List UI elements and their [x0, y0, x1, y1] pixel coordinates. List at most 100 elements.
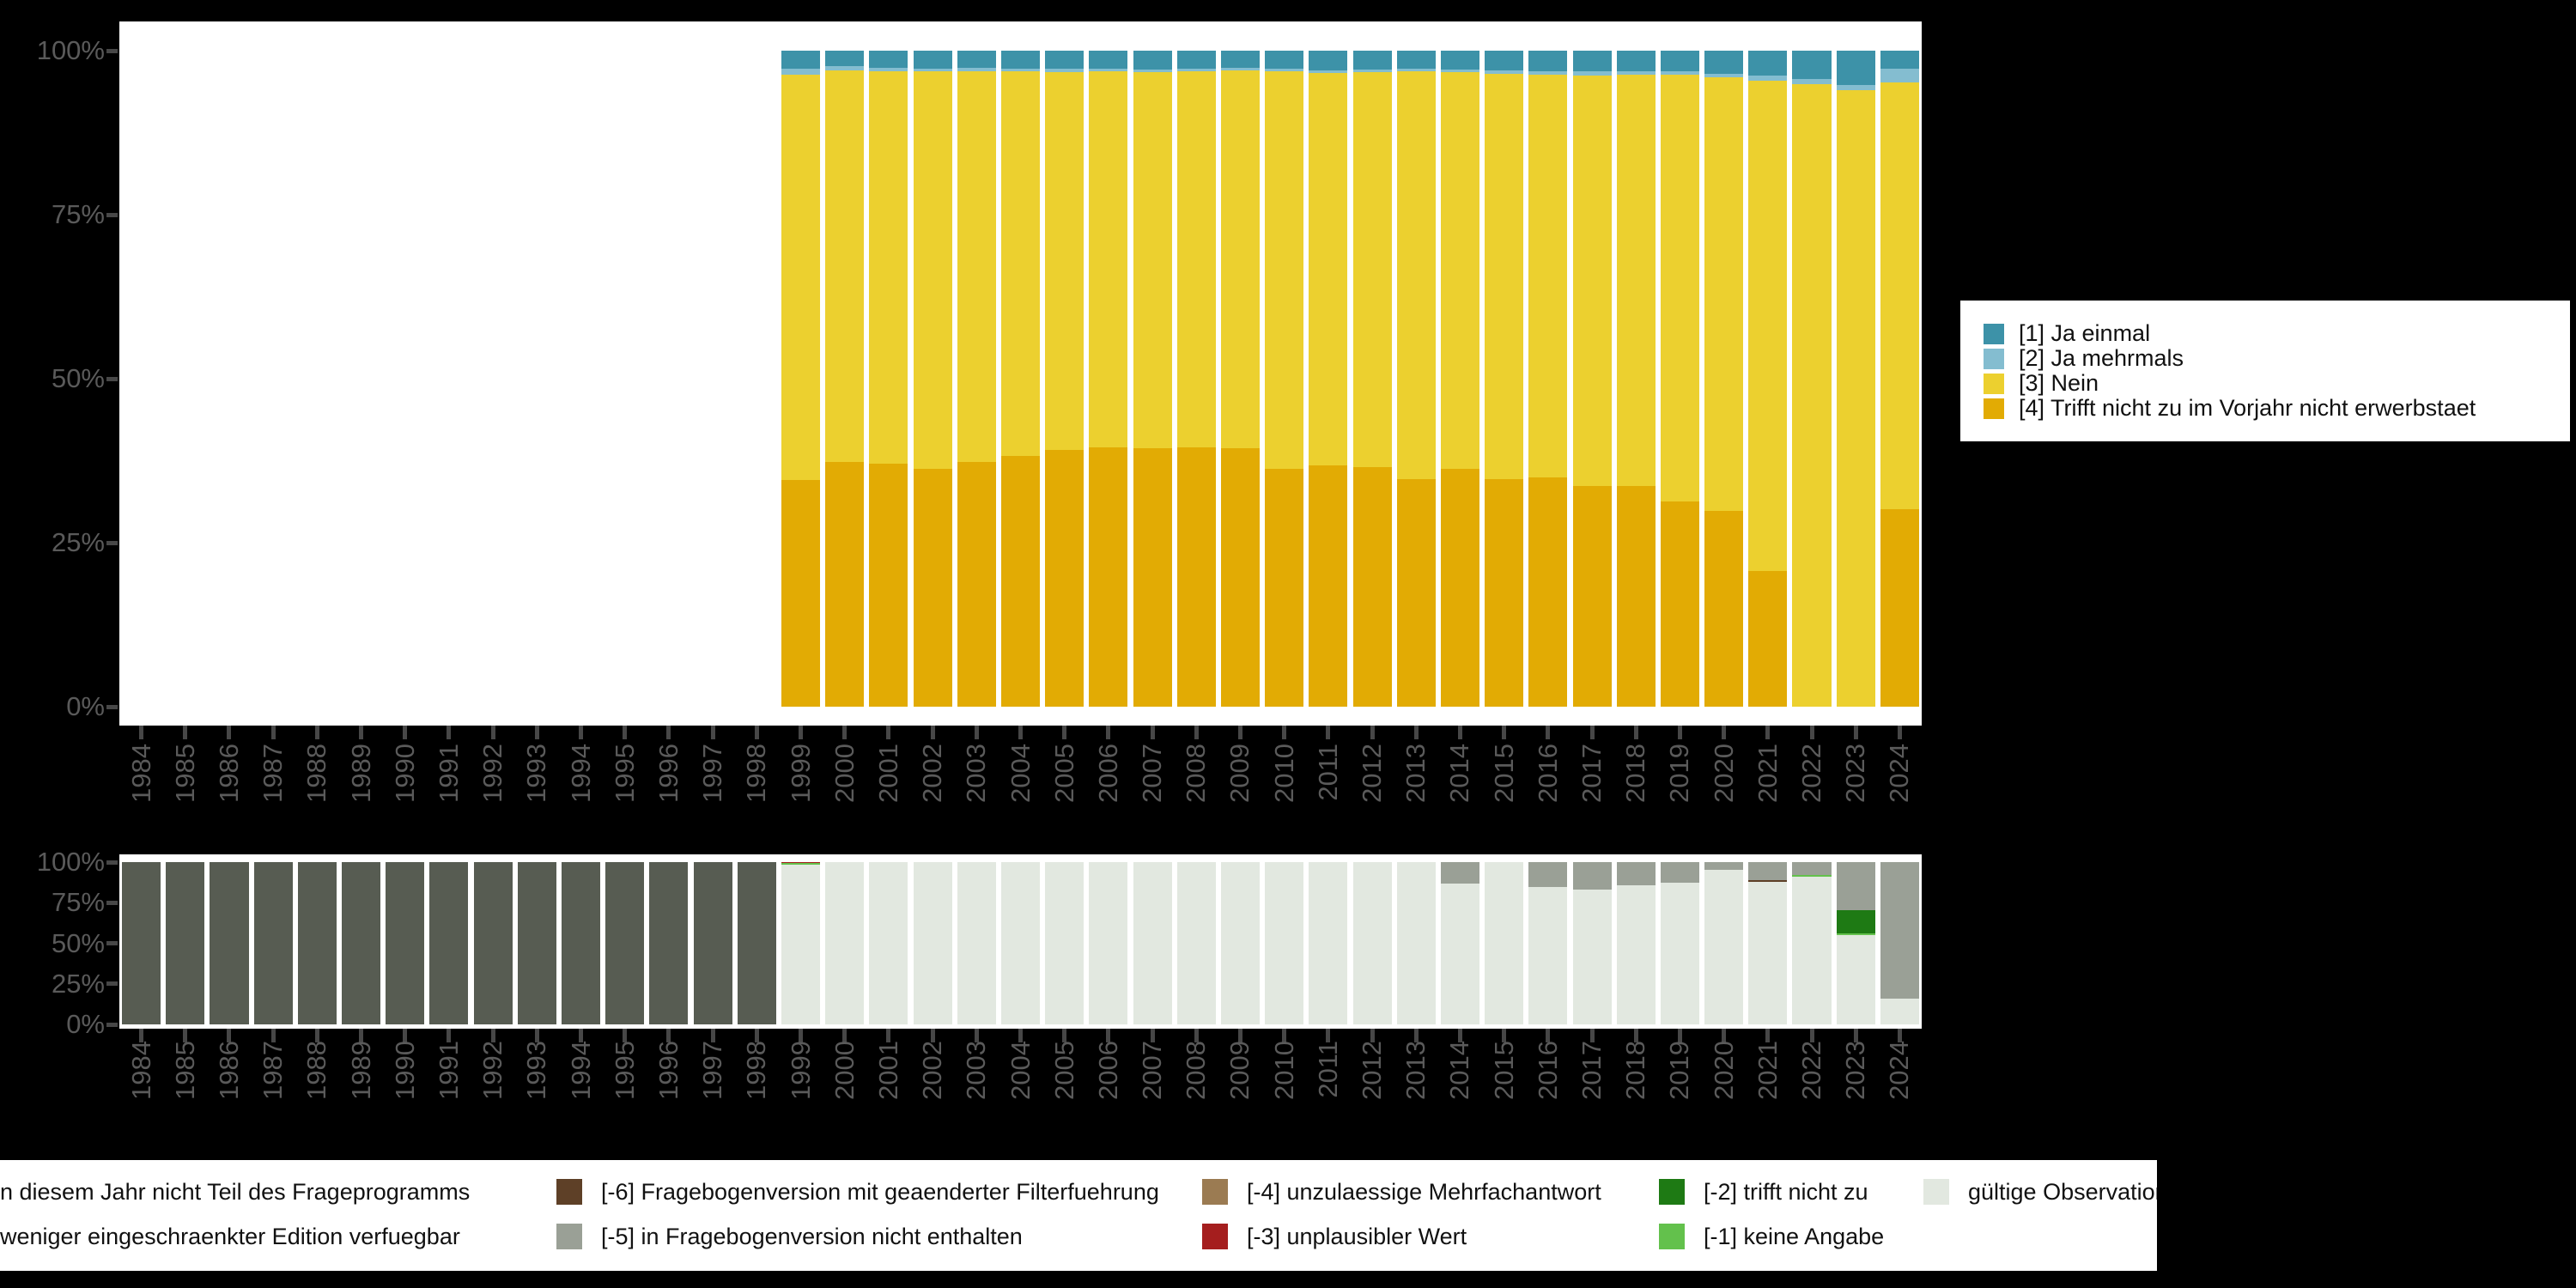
segment-ja2	[1265, 69, 1304, 72]
segment-ja1	[1528, 51, 1568, 72]
segment-nein	[1704, 76, 1744, 511]
top-x-tick-label-1986: 1986	[214, 744, 245, 810]
segment-nein	[1396, 71, 1436, 479]
bottom-x-tick-label-2020: 2020	[1709, 1041, 1740, 1107]
top-x-tick-label-1985: 1985	[170, 744, 201, 810]
year-text: 2006	[1092, 1041, 1123, 1100]
top-x-tick-2000	[842, 726, 848, 739]
top-x-tick-1995	[623, 726, 628, 739]
missing-bar-1989	[342, 862, 381, 1024]
top-x-tick-label-2023: 2023	[1840, 744, 1871, 810]
missing-bar-2018	[1616, 862, 1656, 1024]
segment-ok	[957, 862, 996, 1024]
segment-nein	[1528, 75, 1568, 478]
year-text: 1997	[697, 1041, 728, 1100]
top-x-tick-label-2024: 2024	[1884, 744, 1915, 810]
bottom-x-tick-2009	[1237, 1029, 1242, 1042]
segment-ok	[825, 862, 865, 1024]
legend-swatch-minus5	[556, 1224, 582, 1249]
missing-bar-2024	[1880, 862, 1919, 1024]
segment-ok	[1440, 884, 1479, 1024]
year-text: 2007	[1137, 744, 1168, 803]
missing-bar-1988	[297, 862, 337, 1024]
year-text: 1996	[653, 744, 683, 803]
top-y-tick-label-50%: 50%	[51, 363, 105, 393]
year-text: 2002	[917, 744, 948, 803]
bar-2015	[1485, 51, 1524, 707]
top-y-tick-label-75%: 75%	[51, 199, 105, 229]
bottom-x-tick-2006	[1106, 1029, 1111, 1042]
year-text: 2001	[872, 744, 903, 803]
segment-ja2	[1528, 71, 1568, 76]
top-x-tick-2004	[1018, 726, 1023, 739]
top-x-tick-1990	[403, 726, 408, 739]
bar-2005	[1045, 51, 1084, 707]
segment-t4	[1352, 467, 1392, 707]
top-x-tick-label-1988: 1988	[301, 744, 332, 810]
segment-m1	[1836, 933, 1875, 936]
segment-nein	[1792, 83, 1832, 707]
missing-bar-2009	[1220, 862, 1260, 1024]
missing-bar-2013	[1396, 862, 1436, 1024]
bar-2002	[913, 51, 952, 707]
segment-nein	[1176, 70, 1216, 448]
year-text: 2009	[1224, 744, 1255, 803]
segment-ja1	[1485, 51, 1524, 70]
top-x-tick-2019	[1677, 726, 1682, 739]
legend-item-ja-einmal: [1] Ja einmal	[1984, 320, 2570, 346]
bottom-x-tick-label-2021: 2021	[1753, 1041, 1783, 1107]
segment-ok	[1572, 890, 1612, 1024]
top-x-tick-label-1990: 1990	[390, 744, 421, 810]
bottom-x-tick-1994	[579, 1029, 584, 1042]
bottom-x-tick-label-2013: 2013	[1400, 1041, 1431, 1107]
segment-nicht_teil	[253, 862, 293, 1024]
segment-ja2	[1220, 67, 1260, 70]
bar-2007	[1133, 51, 1172, 707]
segment-ja1	[1616, 51, 1656, 71]
missing-bar-2017	[1572, 862, 1612, 1024]
year-text: 2009	[1224, 1041, 1255, 1100]
bar-2016	[1528, 51, 1568, 707]
year-text: 2023	[1840, 1041, 1871, 1100]
top-x-tick-label-2012: 2012	[1357, 744, 1388, 810]
year-text: 2017	[1577, 1041, 1607, 1100]
bottom-x-tick-1987	[270, 1029, 276, 1042]
bottom-x-tick-label-1988: 1988	[301, 1041, 332, 1107]
bottom-x-tick-2002	[930, 1029, 935, 1042]
bottom-x-tick-2024	[1897, 1029, 1902, 1042]
missing-bar-2019	[1660, 862, 1699, 1024]
bar-2000	[825, 51, 865, 707]
bottom-x-tick-label-2007: 2007	[1137, 1041, 1168, 1107]
year-text: 2008	[1181, 744, 1212, 803]
bar-2010	[1265, 51, 1304, 707]
missing-bar-2022	[1792, 862, 1832, 1024]
top-x-tick-1992	[490, 726, 495, 739]
year-text: 2018	[1620, 1041, 1651, 1100]
bottom-x-tick-2010	[1282, 1029, 1287, 1042]
legend-label: [2] Ja mehrmals	[2019, 345, 2184, 371]
bottom-x-tick-1988	[314, 1029, 319, 1042]
segment-t4	[1572, 485, 1612, 707]
top-x-tick-2018	[1633, 726, 1638, 739]
segment-nein	[1748, 81, 1788, 571]
segment-ja1	[1704, 51, 1744, 74]
year-text: 1984	[125, 1041, 156, 1100]
legend-label: [4] Trifft nicht zu im Vorjahr nicht erw…	[2019, 395, 2476, 421]
top-x-tick-label-2003: 2003	[961, 744, 992, 810]
year-text: 2003	[961, 1041, 992, 1100]
year-text: 1990	[389, 744, 420, 803]
top-x-tick-1999	[799, 726, 804, 739]
segment-nicht_teil	[562, 862, 601, 1024]
segment-ja1	[1309, 51, 1348, 70]
bottom-x-tick-label-2012: 2012	[1357, 1041, 1388, 1107]
segment-m5	[1528, 862, 1568, 888]
segment-ok	[1309, 862, 1348, 1024]
year-text: 1989	[345, 1041, 376, 1100]
top-x-tick-2010	[1282, 726, 1287, 739]
year-text: 2000	[829, 744, 860, 803]
segment-ja1	[1176, 51, 1216, 69]
top-y-tick-75%	[106, 212, 118, 217]
bottom-x-tick-2021	[1765, 1029, 1771, 1042]
segment-m5	[1880, 862, 1919, 999]
top-x-tick-label-2006: 2006	[1093, 744, 1124, 810]
